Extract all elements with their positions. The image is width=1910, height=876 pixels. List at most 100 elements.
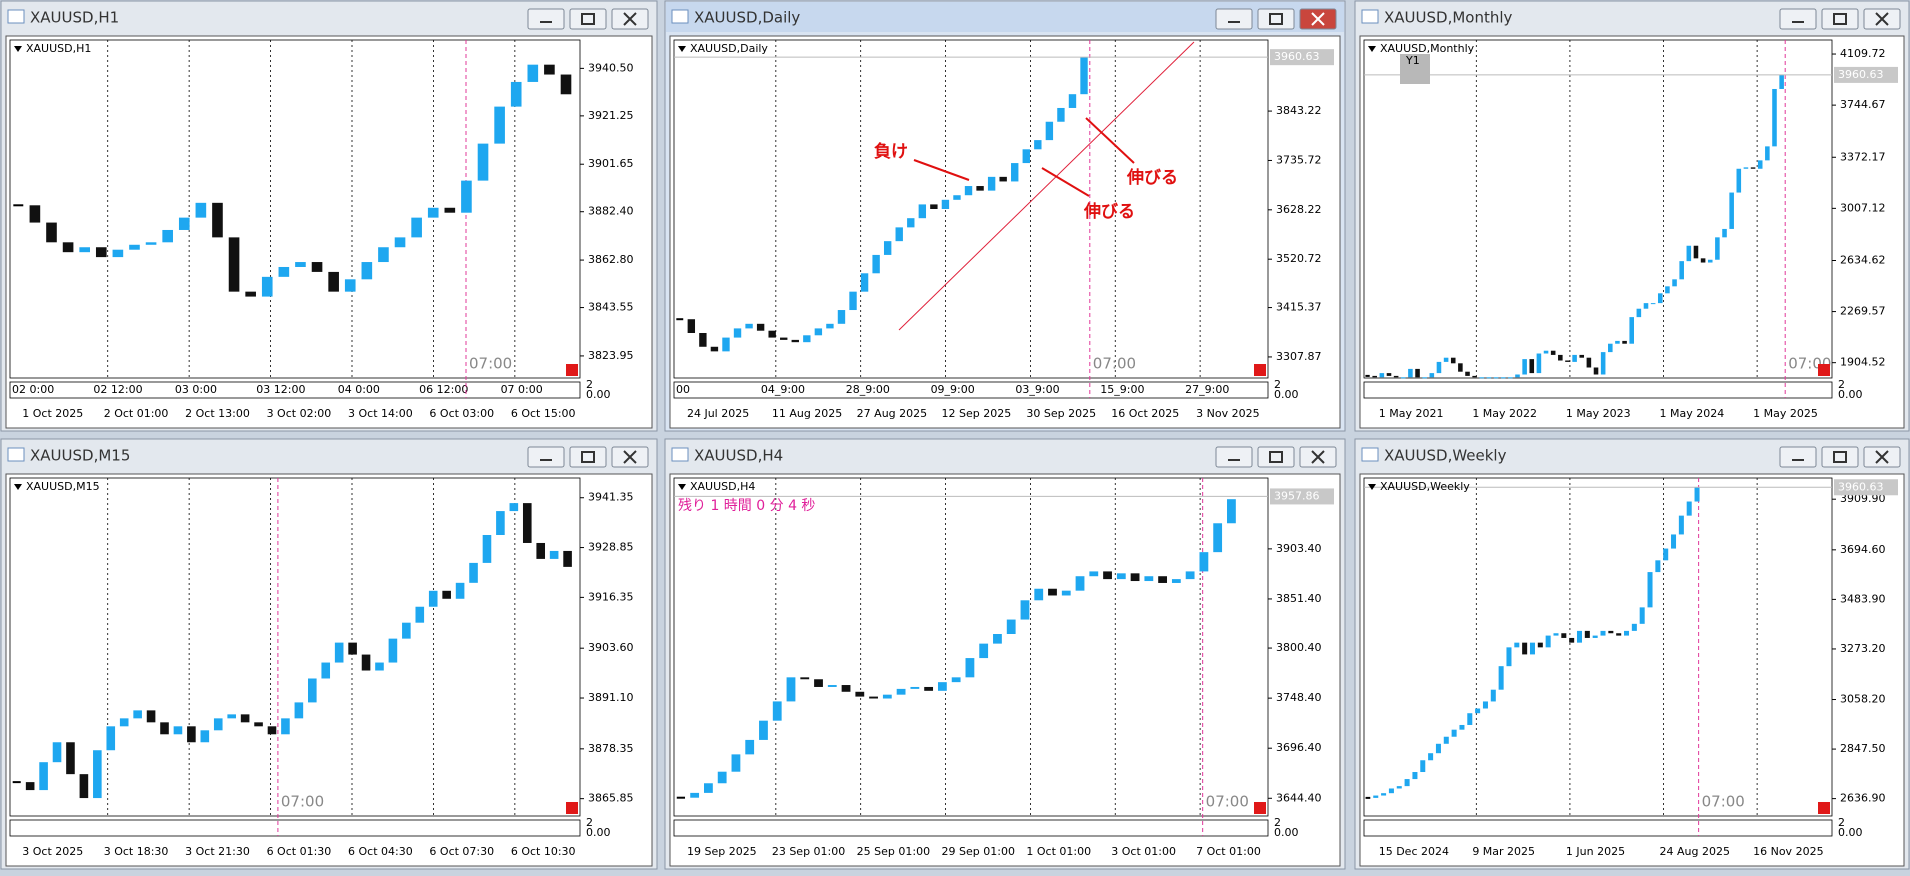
trend-line — [898, 41, 1195, 331]
candle — [344, 279, 356, 292]
candle — [328, 271, 339, 292]
candle — [240, 714, 250, 723]
y-tick-label: 2634.62 — [1840, 253, 1886, 266]
candle — [826, 323, 834, 329]
candle — [1529, 359, 1535, 374]
separator-label: 28_9:00 — [846, 383, 890, 396]
candle — [79, 247, 90, 253]
candle — [924, 686, 934, 691]
x-tick-label: 16 Nov 2025 — [1753, 845, 1823, 858]
candle — [756, 323, 765, 331]
candle — [1386, 373, 1392, 376]
label-arrow — [678, 484, 686, 490]
window-max-button[interactable] — [1821, 446, 1859, 468]
candle — [334, 642, 344, 663]
candle — [1679, 261, 1684, 280]
window-min-button[interactable] — [1779, 446, 1817, 468]
candle — [1443, 357, 1449, 362]
window-min-button[interactable] — [1779, 8, 1817, 30]
candle — [1429, 373, 1435, 378]
button-glyph — [1833, 13, 1847, 25]
candle — [1158, 576, 1168, 583]
indicator-min: 0.00 — [1838, 388, 1863, 401]
candle — [1624, 630, 1630, 636]
candle — [895, 227, 903, 242]
annotation: 伸びる — [1126, 167, 1178, 188]
candle — [745, 323, 753, 329]
candle — [676, 318, 684, 321]
y-tick-label: 3800.40 — [1276, 641, 1322, 654]
candle — [1678, 515, 1684, 535]
one-click-button[interactable] — [1254, 364, 1266, 376]
y-tick-label: 3520.72 — [1276, 252, 1322, 265]
candle — [1647, 572, 1653, 608]
candle — [1422, 377, 1427, 379]
candle — [1700, 258, 1706, 263]
window-min-button[interactable] — [527, 446, 565, 468]
candle — [1486, 377, 1492, 379]
chart-symbol: XAUUSD,H1 — [26, 42, 91, 55]
candle — [910, 686, 920, 689]
one-click-button[interactable] — [1818, 364, 1830, 376]
candle — [1490, 689, 1496, 702]
window-min-button[interactable] — [1215, 446, 1253, 468]
one-click-button[interactable] — [1818, 802, 1830, 814]
candle — [1415, 368, 1420, 378]
candle — [1592, 635, 1598, 638]
candle — [494, 106, 505, 144]
session-time: 07:00 — [469, 355, 512, 373]
candle — [212, 202, 223, 238]
candle — [402, 622, 411, 639]
one-click-button[interactable] — [566, 364, 578, 376]
candle — [1643, 303, 1649, 309]
period-button[interactable] — [1400, 54, 1430, 84]
candle — [245, 291, 256, 297]
x-tick-label: 3 Oct 01:00 — [1111, 845, 1176, 858]
window-icon — [671, 9, 689, 24]
candle — [444, 207, 456, 213]
window-icon — [7, 9, 25, 24]
window-max-button[interactable] — [1821, 8, 1859, 30]
candle — [1034, 140, 1042, 150]
window-max-button[interactable] — [569, 8, 607, 30]
candle — [710, 346, 719, 352]
candle — [411, 217, 422, 238]
candle — [187, 726, 196, 743]
y-tick-label: 3928.85 — [588, 541, 634, 554]
candle — [415, 606, 425, 623]
candle — [1593, 367, 1599, 375]
x-tick-label: 1 Oct 01:00 — [1026, 845, 1091, 858]
window-min-button[interactable] — [527, 8, 565, 30]
x-tick-label: 27 Aug 2025 — [857, 407, 927, 420]
window-icon — [1361, 447, 1379, 462]
candle — [999, 176, 1007, 182]
candle — [1381, 793, 1387, 796]
indicator-max: 2 — [1274, 816, 1281, 829]
candle — [849, 291, 857, 311]
candle — [95, 247, 107, 258]
x-tick-label: 2 Oct 13:00 — [185, 407, 250, 420]
label-arrow — [1368, 484, 1376, 490]
separator-label: 03_9:00 — [1015, 383, 1059, 396]
candle — [1569, 637, 1575, 643]
one-click-button[interactable] — [566, 802, 578, 814]
candle — [522, 503, 532, 543]
window-max-button[interactable] — [1257, 446, 1295, 468]
window-min-button[interactable] — [1215, 8, 1253, 30]
candle — [1522, 359, 1527, 375]
one-click-button[interactable] — [1254, 802, 1266, 814]
candle — [12, 781, 21, 784]
candle — [1572, 354, 1577, 362]
window-max-button[interactable] — [569, 446, 607, 468]
window-icon — [1361, 9, 1379, 24]
candle — [1465, 371, 1470, 376]
candle — [1022, 149, 1030, 164]
y-tick-label: 3628.22 — [1276, 203, 1322, 216]
bid-label: 3960.63 — [1838, 480, 1884, 493]
window-title: XAUUSD,H4 — [694, 447, 783, 465]
candle — [455, 582, 465, 599]
candle — [1515, 374, 1520, 378]
window-max-button[interactable] — [1257, 8, 1295, 30]
candle — [173, 726, 183, 735]
candle — [46, 222, 57, 243]
